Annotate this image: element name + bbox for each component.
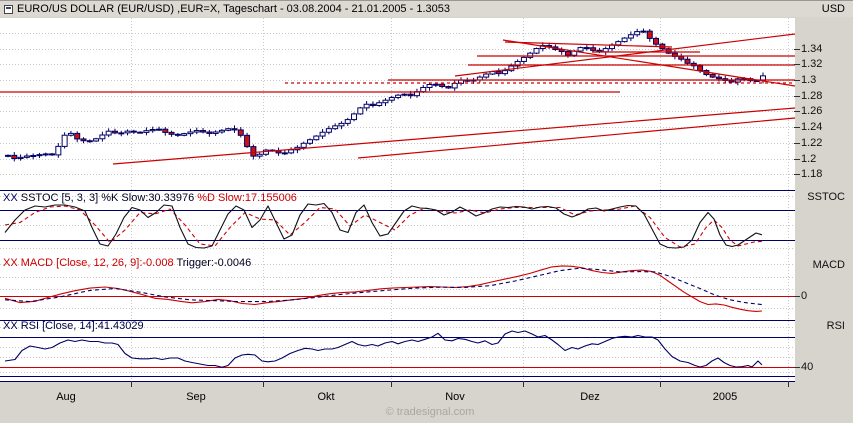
chart-title: EURO/US DOLLAR (EUR/USD) ,EUR=X, Tagesch… xyxy=(17,3,450,15)
chart-title-bar[interactable]: EURO/US DOLLAR (EUR/USD) ,EUR=X, Tagesch… xyxy=(0,0,853,17)
chart-window-icon xyxy=(4,5,13,14)
